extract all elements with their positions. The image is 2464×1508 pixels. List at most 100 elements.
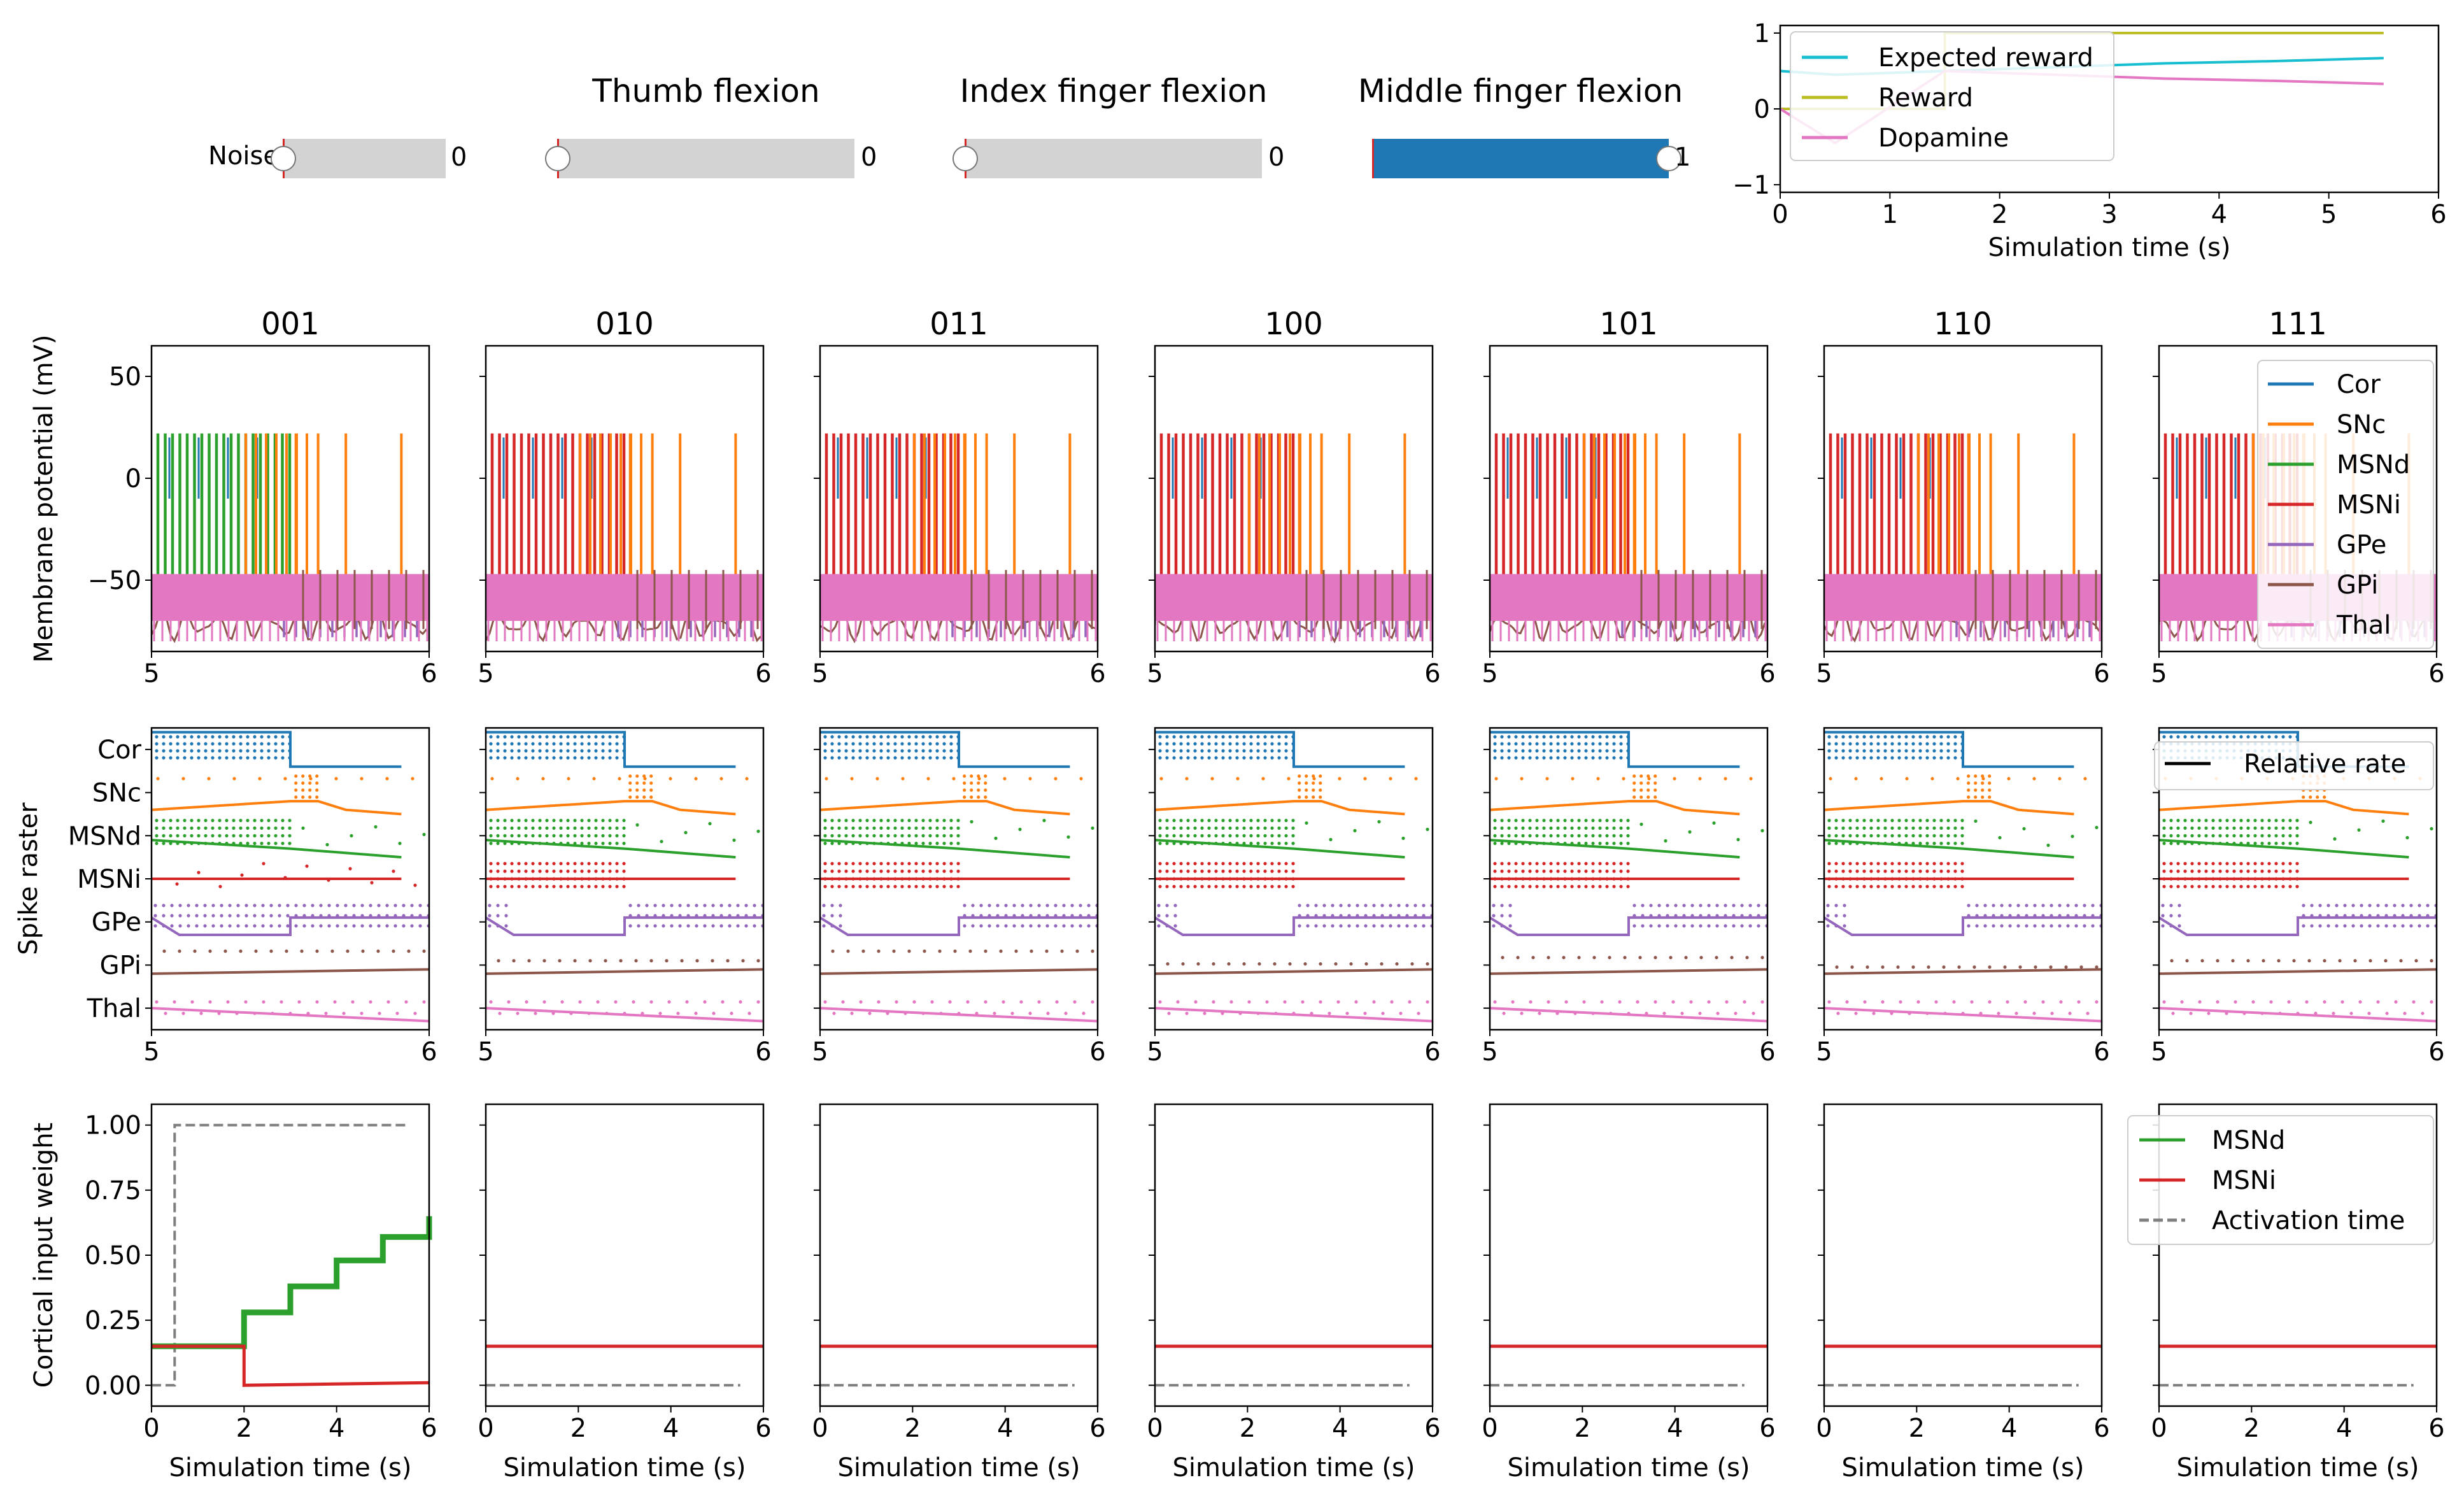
middle-initial-marker	[1372, 139, 1374, 178]
legend-box	[2154, 741, 2434, 790]
relative-rate-line	[1490, 968, 1767, 975]
legend-label: MSNd	[2337, 450, 2410, 480]
thal-dips	[821, 621, 1097, 641]
thal-band	[1824, 574, 2102, 621]
x-tick-label: 6	[755, 659, 771, 688]
thumb-track[interactable]	[558, 139, 854, 178]
x-tick-label: 6	[421, 1414, 437, 1443]
spike-dots	[1157, 904, 1433, 928]
relative-rate-line	[1824, 1007, 2102, 1023]
spike-dots	[155, 818, 426, 846]
x-tick-label: 5	[2151, 1037, 2167, 1067]
x-tick-label: 5	[478, 1037, 493, 1067]
spike-dots	[1166, 962, 1429, 966]
x-tick-label: 6	[1424, 659, 1440, 688]
x-tick-label: 6	[755, 1037, 771, 1067]
noise-handle[interactable]	[271, 146, 296, 171]
membrane-panel	[820, 433, 1098, 644]
y-tick-label: 0.50	[85, 1241, 141, 1270]
thal-band	[1490, 574, 1767, 621]
x-tick-label: 1	[1882, 200, 1898, 229]
gpi-spikes	[302, 570, 425, 629]
relative-rate-line	[1490, 800, 1740, 816]
x-tick-label: 4	[663, 1414, 679, 1443]
membrane-panel	[1155, 433, 1433, 644]
thal-dips	[1825, 621, 2101, 641]
activation-time-line	[152, 1123, 406, 1387]
thumb-title: Thumb flexion	[592, 73, 820, 110]
x-tick-label: 5	[2321, 200, 2337, 229]
weights-axes-frame	[819, 1103, 1099, 1407]
gpi-spikes	[970, 570, 1093, 629]
spike-dots	[823, 735, 960, 760]
spike-dots	[1494, 774, 1753, 799]
weights-xlabel: Simulation time (s)	[838, 1453, 1080, 1483]
x-tick-label: 6	[421, 1037, 437, 1067]
membrane-panel	[152, 433, 429, 643]
middle-track[interactable]	[1373, 139, 1669, 178]
index-track[interactable]	[965, 139, 1262, 178]
relative-rate-line	[820, 730, 1070, 768]
legend-label: Relative rate	[2244, 750, 2406, 779]
spike-dots	[2161, 904, 2437, 928]
x-tick-label: 6	[2093, 659, 2109, 688]
x-tick-label: 6	[1089, 1414, 1105, 1443]
x-tick-label: 5	[478, 659, 493, 688]
middle-fill	[1373, 139, 1669, 178]
membrane-axes-frame	[819, 345, 1099, 653]
legend-label: Dopamine	[1878, 124, 2009, 153]
relative-rate-line	[152, 730, 402, 768]
index-value: 0	[1268, 143, 1285, 172]
spike-dots	[831, 949, 1094, 953]
y-tick-label: 0	[125, 464, 141, 494]
relative-rate-line	[152, 800, 402, 816]
x-tick-label: 5	[1816, 1037, 1832, 1067]
gpi-spikes	[1974, 570, 2097, 629]
membrane-panel	[1490, 433, 1767, 643]
spike-dots	[1829, 774, 2087, 799]
legend-label: Activation time	[2212, 1206, 2405, 1235]
relative-rate-line	[1155, 1007, 1433, 1023]
raster-panel	[820, 730, 1098, 1023]
x-tick-label: 6	[2093, 1414, 2109, 1443]
thumb-handle[interactable]	[545, 146, 570, 171]
x-tick-label: 4	[1332, 1414, 1348, 1443]
snc-spikes	[579, 433, 737, 590]
relative-rate-line	[1824, 730, 2074, 768]
thal-dips	[1156, 621, 1432, 641]
x-tick-label: 0	[1482, 1414, 1498, 1443]
relative-rate-line	[1155, 968, 1433, 975]
x-tick-label: 5	[1816, 659, 1832, 688]
x-tick-label: 0	[1772, 200, 1788, 229]
legend-box	[1790, 31, 2114, 161]
panel-title: 010	[595, 306, 654, 342]
relative-rate-line	[1155, 839, 1405, 859]
legend-label: Expected reward	[1878, 43, 2093, 73]
legend-label: Reward	[1878, 83, 1973, 113]
x-tick-label: 6	[2428, 1414, 2444, 1443]
legend-label: GPe	[2337, 530, 2386, 560]
weights-axes-frame	[1823, 1103, 2103, 1407]
relative-rate-line	[2159, 916, 2437, 936]
legend-box	[2257, 360, 2434, 649]
panel-title: 111	[2269, 306, 2327, 342]
spike-dots	[490, 774, 749, 799]
x-tick-label: 0	[478, 1414, 493, 1443]
thal-band	[486, 574, 763, 621]
middle-handle[interactable]	[1656, 146, 1682, 171]
weights-axes-frame	[150, 1103, 430, 1407]
noise-track[interactable]	[283, 139, 446, 178]
panel-title: 011	[930, 306, 988, 342]
relative-rate-line	[820, 968, 1098, 975]
relative-rate-line	[2159, 839, 2409, 859]
index-handle[interactable]	[952, 146, 978, 171]
spike-dots	[1827, 862, 1964, 888]
spike-dots	[1158, 1000, 1429, 1015]
y-tick-label: 1.00	[85, 1111, 141, 1141]
x-tick-label: 6	[1759, 1414, 1775, 1443]
legend-label: Thal	[2336, 611, 2391, 640]
x-tick-label: 4	[1667, 1414, 1683, 1443]
x-tick-label: 4	[2336, 1414, 2352, 1443]
x-tick-label: 5	[2151, 659, 2167, 688]
